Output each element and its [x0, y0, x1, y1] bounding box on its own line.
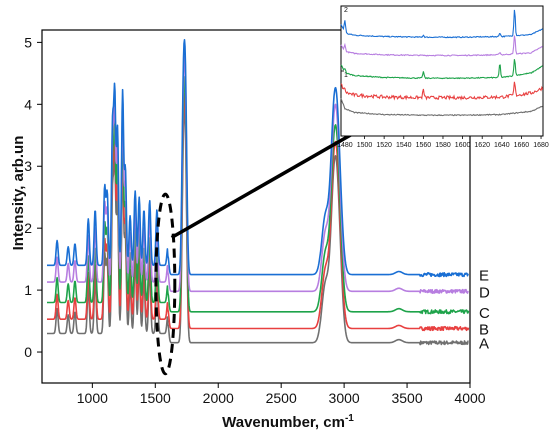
y-tick-label: 1	[24, 282, 32, 298]
inset-y-tick-label: 2	[344, 7, 348, 14]
series-line-c	[46, 76, 470, 315]
inset-series-line-d	[340, 35, 543, 57]
series-label-c: C	[479, 305, 490, 322]
x-axis-title: Wavenumber, cm-1	[222, 413, 354, 431]
series-line-e	[46, 39, 469, 278]
inset-series-line-e	[340, 9, 543, 39]
inset-series-line-b	[340, 81, 544, 101]
x-tick-label: 1500	[140, 390, 171, 406]
x-tick-label: 2500	[266, 390, 297, 406]
inset-x-tick-label: 1660	[514, 142, 530, 149]
inset-y-tick-label: 1	[344, 72, 348, 79]
x-axis-title-text: Wavenumber, cm	[222, 414, 345, 431]
inset-x-tick-label: 1640	[494, 142, 510, 149]
x-tick-label: 3000	[329, 390, 360, 406]
inset-x-tick-label: 1500	[357, 142, 373, 149]
y-tick-label: 5	[24, 34, 32, 50]
x-tick-label: 4000	[454, 390, 485, 406]
y-tick-label: 2	[24, 220, 32, 236]
inset-series-line-a	[340, 98, 543, 117]
highlight-ellipse	[154, 192, 177, 376]
series-label-e: E	[479, 268, 489, 285]
inset-x-tick-label: 1540	[396, 142, 412, 149]
x-axis-title-superscript: -1	[345, 413, 354, 424]
inset-series-line-c	[340, 59, 543, 80]
series-label-b: B	[479, 322, 489, 339]
x-tick-label: 1000	[77, 390, 108, 406]
y-tick-label: 3	[24, 158, 32, 174]
series-label-d: D	[479, 284, 490, 301]
y-tick-label: 0	[24, 344, 32, 360]
inset-plot: 1480 1500 1520 1540 1560 1580 1600 1620 1640 1660…	[337, 5, 549, 149]
inset-x-tick-label: 1580	[435, 142, 451, 149]
y-tick-label: 4	[24, 96, 32, 112]
inset-x-tick-label: 1560	[416, 142, 432, 149]
series-label-a: A	[479, 336, 489, 353]
y-axis-title: Intensity, arb.un	[10, 136, 27, 251]
plot-frame	[41, 29, 471, 384]
main-plot-area: 1000 1500 2000 2500 3000 3500 4000 0 1 2 3 4 5	[24, 29, 486, 406]
inset-x-tick-label: 1620	[474, 142, 490, 149]
x-tick-label: 3500	[391, 390, 422, 406]
inset-x-tick-label: 1680	[533, 142, 549, 149]
inset-x-tick-label: 1600	[455, 142, 471, 149]
inset-x-tick-label: 1480	[337, 142, 353, 149]
inset-frame	[340, 5, 544, 137]
x-tick-label: 2000	[203, 390, 234, 406]
inset-x-tick-label: 1520	[376, 142, 392, 149]
